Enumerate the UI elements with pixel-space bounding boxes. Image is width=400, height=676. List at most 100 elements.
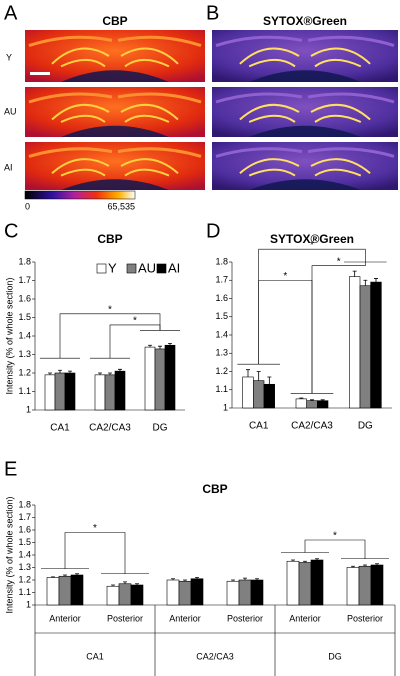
error-bar xyxy=(123,581,127,584)
error-bar xyxy=(183,579,187,582)
cortex xyxy=(28,35,202,48)
error-bar xyxy=(63,574,67,577)
bar xyxy=(317,400,329,409)
error-bar xyxy=(303,560,307,563)
bar xyxy=(286,560,300,606)
bar xyxy=(359,285,371,409)
error-bar xyxy=(68,370,72,373)
error-bar xyxy=(158,345,162,349)
panel-letter: D xyxy=(206,220,220,242)
significance-bracket xyxy=(59,313,161,359)
error-bar xyxy=(171,578,175,580)
hippocampus xyxy=(51,158,179,177)
error-bar xyxy=(75,573,79,575)
x-tick-label: Posterior xyxy=(107,613,143,623)
row-label: AI xyxy=(4,162,13,172)
y-tick-label: 1.3 xyxy=(18,562,31,572)
y-tick-label: 1.1 xyxy=(215,384,228,394)
ventral-region xyxy=(249,125,361,137)
y-axis-label: Intensity (% of whole section) xyxy=(4,277,14,394)
panel-letter: E xyxy=(4,458,17,480)
row-label: Y xyxy=(6,52,12,62)
bar xyxy=(295,398,307,409)
bar xyxy=(144,346,156,411)
y-tick-label: 1.8 xyxy=(18,256,31,266)
y-tick-label: 1 xyxy=(223,402,228,412)
bar xyxy=(70,574,84,606)
group-label: CA1 xyxy=(86,651,104,661)
y-axis-label: Intensity (% of whole section) xyxy=(4,496,14,613)
error-bar xyxy=(111,584,115,587)
error-bar xyxy=(98,372,102,375)
error-bar xyxy=(168,343,172,346)
significance-star: * xyxy=(133,316,137,327)
error-bar xyxy=(148,344,152,348)
x-tick-label: CA1 xyxy=(249,421,269,432)
bar xyxy=(166,579,180,606)
hippocampus xyxy=(51,103,179,123)
bar xyxy=(226,580,240,606)
y-tick-label: 1.5 xyxy=(18,537,31,547)
error-bar xyxy=(195,577,199,579)
bar xyxy=(190,578,204,606)
brain-images xyxy=(25,30,398,190)
y-tick-label: 1.4 xyxy=(215,329,228,339)
bar xyxy=(346,567,360,606)
panel-title: CBP xyxy=(102,14,127,28)
group-label: DG xyxy=(328,651,342,661)
error-bar xyxy=(363,279,368,286)
y-tick-label: 1.5 xyxy=(215,311,228,321)
bar xyxy=(306,400,318,409)
bar xyxy=(106,585,120,606)
error-bar xyxy=(108,372,112,375)
bar xyxy=(104,374,116,411)
bar xyxy=(94,374,106,411)
significance-bracket xyxy=(258,279,313,394)
hippocampus xyxy=(239,158,371,177)
error-bar xyxy=(374,278,378,283)
x-tick-label: Posterior xyxy=(347,613,383,623)
bar xyxy=(54,372,66,411)
significance-bracket xyxy=(304,539,366,559)
y-tick-label: 1.2 xyxy=(18,367,31,377)
error-bar xyxy=(320,399,325,401)
x-tick-label: CA2/CA3 xyxy=(89,423,131,434)
legend-swatch xyxy=(156,263,167,274)
y-tick-label: 1.3 xyxy=(215,348,228,358)
bar xyxy=(298,562,312,606)
y-tick-label: 1.6 xyxy=(18,524,31,534)
bar xyxy=(164,344,176,411)
group-label: CA2/CA3 xyxy=(196,651,234,661)
legend-label: AI xyxy=(168,260,180,275)
error-bar xyxy=(231,579,235,582)
y-tick-label: 1.7 xyxy=(215,275,228,285)
colorbar-label: 65,535 xyxy=(107,201,135,211)
y-tick-label: 1.1 xyxy=(18,587,31,597)
ventral-region xyxy=(61,70,169,82)
significance-star: * xyxy=(310,240,314,251)
error-bar xyxy=(310,399,314,401)
x-tick-label: Posterior xyxy=(227,613,263,623)
scale-bar xyxy=(30,72,50,75)
error-bar xyxy=(255,578,259,580)
error-bar xyxy=(352,270,357,277)
bar xyxy=(46,577,60,606)
significance-bracket xyxy=(64,532,126,574)
significance-star: * xyxy=(333,531,337,542)
y-tick-label: 1.2 xyxy=(215,366,228,376)
legend-label: AU xyxy=(138,260,156,275)
chart-title: CBP xyxy=(97,232,122,246)
bar xyxy=(238,579,252,606)
bar xyxy=(130,584,144,606)
bar xyxy=(118,583,132,606)
y-tick-label: 1.6 xyxy=(18,293,31,303)
y-tick-label: 1.6 xyxy=(215,293,228,303)
x-tick-label: Anterior xyxy=(289,613,321,623)
bar xyxy=(114,370,126,411)
error-bar xyxy=(51,576,55,578)
error-bar xyxy=(246,369,250,377)
legend-swatch xyxy=(126,263,137,274)
colorbar xyxy=(24,190,136,200)
significance-bracket xyxy=(311,262,366,394)
